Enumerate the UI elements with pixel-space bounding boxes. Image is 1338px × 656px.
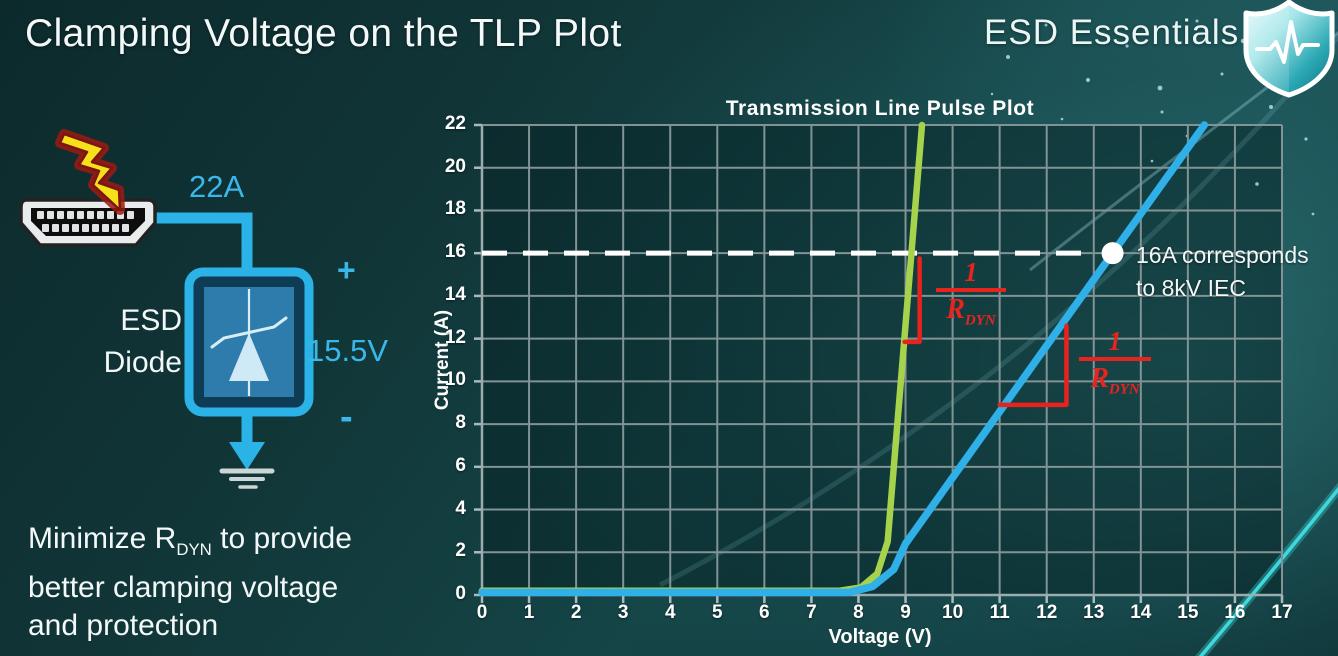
- x-tick-label: 4: [664, 602, 676, 623]
- x-tick-label: 7: [806, 602, 817, 623]
- x-tick-label: 3: [617, 602, 629, 623]
- pulse-line-icon: [1255, 20, 1320, 64]
- x-tick-label: 12: [1036, 602, 1058, 623]
- x-tick-label: 6: [759, 602, 770, 623]
- x-tick-label: 9: [900, 602, 911, 623]
- x-tick-label: 17: [1271, 602, 1293, 623]
- wire: [154, 212, 253, 278]
- y-tick-label: 6: [455, 454, 466, 476]
- lightning-bolt-icon: [55, 129, 125, 215]
- y-axis-label: Current (A): [432, 309, 453, 411]
- chart-title: Transmission Line Pulse Plot: [725, 97, 1035, 120]
- brand-title: ESD Essentials: [984, 13, 1240, 52]
- clamp-voltage-label: 15.5V: [307, 333, 389, 368]
- takeaway-line3: and protection: [28, 609, 219, 642]
- y-tick-label: 16: [444, 241, 466, 263]
- minus-label: -: [340, 396, 353, 438]
- device-label-line2: Diode: [103, 346, 182, 379]
- takeaway-line2: better clamping voltage: [28, 571, 339, 604]
- slope-annotations: [902, 242, 1124, 408]
- fraction-denominator: RDYN: [1079, 357, 1151, 407]
- hdmi-connector-icon: [19, 198, 157, 247]
- device-label-line1: ESD: [120, 304, 182, 337]
- x-tick-label: 14: [1130, 602, 1152, 623]
- x-tick-label: 1: [523, 602, 535, 623]
- fraction-denominator: RDYN: [936, 288, 1006, 338]
- x-tick-label: 0: [476, 602, 488, 623]
- takeaway-line1: Minimize RDYN to provide: [28, 522, 352, 559]
- x-tick-label: 5: [711, 602, 723, 623]
- plus-label: +: [337, 252, 356, 288]
- threshold-note-line2: to 8kV IEC: [1136, 275, 1246, 301]
- y-tick-label: 0: [455, 583, 466, 604]
- x-tick-label: 16: [1224, 602, 1246, 623]
- rdyn-fraction-blue: 1 RDYN: [1079, 326, 1151, 407]
- takeaway-note: Minimize RDYN to provide better clamping…: [28, 520, 352, 645]
- page-title: Clamping Voltage on the TLP Plot: [25, 12, 622, 55]
- x-tick-label: 2: [570, 602, 582, 623]
- shield-logo-icon: [1243, 0, 1335, 98]
- plot-background: [482, 125, 1282, 595]
- fraction-numerator: 1: [1108, 326, 1122, 356]
- ground-icon: [219, 412, 275, 489]
- y-tick-label: 18: [444, 198, 466, 220]
- surge-current-label: 22A: [189, 169, 245, 204]
- x-tick-label: 15: [1177, 602, 1199, 623]
- x-tick-label: 10: [942, 602, 964, 623]
- x-tick-label: 8: [853, 602, 864, 623]
- x-axis-label: Voltage (V): [828, 626, 932, 648]
- x-tick-label: 11: [989, 602, 1010, 623]
- esd-diode-symbol: [184, 267, 314, 417]
- fraction-numerator: 1: [964, 257, 978, 287]
- x-tick-label: 13: [1083, 602, 1105, 623]
- y-tick-label: 10: [444, 369, 466, 391]
- y-tick-label: 14: [444, 283, 466, 305]
- y-tick-label: 4: [455, 497, 466, 519]
- y-tick-label: 20: [444, 155, 466, 177]
- y-tick-label: 12: [444, 326, 466, 348]
- rdyn-fraction-green: 1 RDYN: [936, 257, 1006, 338]
- y-tick-label: 8: [455, 412, 466, 434]
- y-tick-label: 2: [455, 540, 466, 562]
- y-tick-label: 22: [444, 113, 466, 134]
- threshold-note-line1: 16A corresponds: [1136, 242, 1309, 268]
- surge-diagram: [19, 129, 314, 489]
